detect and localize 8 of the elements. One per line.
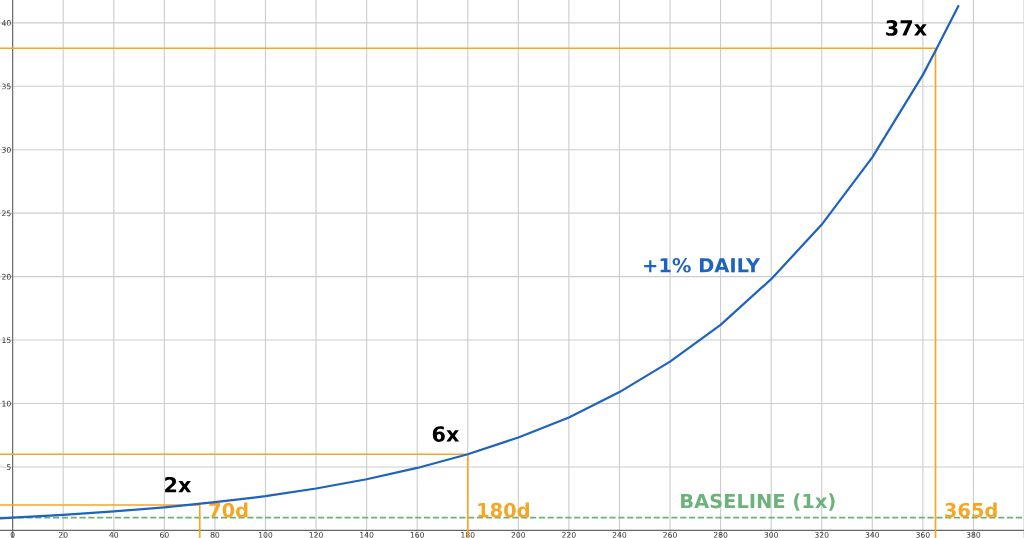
series-label: 180d xyxy=(478,502,529,518)
ref-line-label: BASELINE (1x) xyxy=(681,493,835,511)
series-label: 70d xyxy=(209,502,248,518)
annotation: 37x xyxy=(886,20,927,36)
annotation: 2x xyxy=(165,476,192,493)
series-label: +1% DAILY xyxy=(644,257,761,273)
series-label: 365d xyxy=(945,502,997,518)
annotation: 6x xyxy=(432,426,460,442)
